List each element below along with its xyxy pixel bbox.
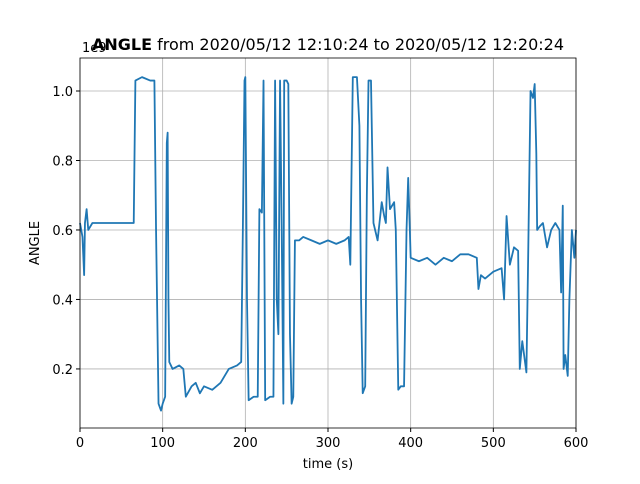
x-axis-label: time (s) <box>303 457 353 472</box>
chart-title: ANGLE from 2020/05/12 12:10:24 to 2020/0… <box>92 35 564 54</box>
x-tick-label: 400 <box>398 436 423 451</box>
x-tick-label: 0 <box>76 436 84 451</box>
y-tick-label: 0.8 <box>52 154 73 169</box>
x-tick-label: 200 <box>233 436 258 451</box>
x-tick-label: 500 <box>481 436 506 451</box>
y-tick-label: 0.4 <box>52 293 73 308</box>
y-tick-label: 0.2 <box>52 363 73 378</box>
x-tick-label: 300 <box>316 436 341 451</box>
y-offset-label: 1e9 <box>82 41 107 56</box>
y-axis-label: ANGLE <box>28 221 43 265</box>
y-tick-label: 1.0 <box>52 85 73 100</box>
x-tick-label: 100 <box>150 436 175 451</box>
plot-frame <box>79 57 577 429</box>
data-line <box>79 76 577 412</box>
title-bold: ANGLE <box>92 35 152 54</box>
title-rest: from 2020/05/12 12:10:24 to 2020/05/12 1… <box>157 35 564 54</box>
y-tick-label: 0.6 <box>52 224 73 239</box>
x-tick-label: 600 <box>564 436 589 451</box>
